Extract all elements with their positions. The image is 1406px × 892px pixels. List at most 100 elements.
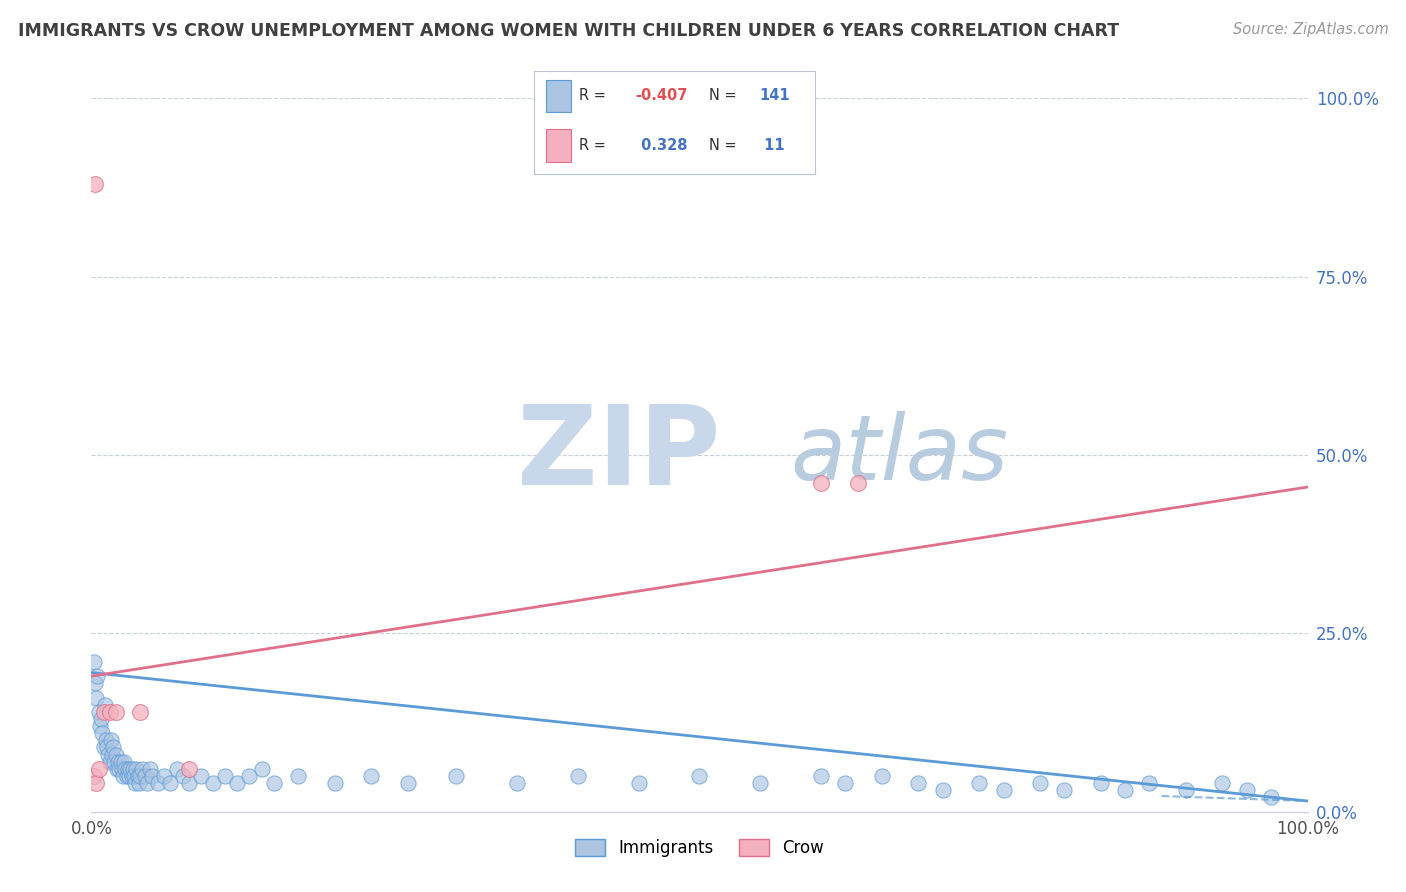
Text: R =: R = xyxy=(579,88,610,103)
Point xyxy=(97,747,120,762)
Point xyxy=(1029,776,1052,790)
Point xyxy=(114,762,136,776)
Point xyxy=(139,762,162,776)
Point xyxy=(87,705,110,719)
Text: 141: 141 xyxy=(759,88,790,103)
Point xyxy=(94,698,117,712)
Point xyxy=(263,776,285,790)
Point xyxy=(287,769,309,783)
Text: N =: N = xyxy=(709,137,741,153)
Point xyxy=(1211,776,1233,790)
Bar xyxy=(546,79,571,112)
Point xyxy=(110,755,132,769)
Point xyxy=(124,776,146,790)
Point xyxy=(627,776,650,790)
Point xyxy=(87,762,110,776)
Point xyxy=(122,769,145,783)
Point xyxy=(100,733,122,747)
Point xyxy=(323,776,346,790)
Point xyxy=(83,655,105,669)
Point xyxy=(118,769,141,783)
Point xyxy=(84,776,107,790)
Point xyxy=(120,762,142,776)
Point xyxy=(117,762,139,776)
Point xyxy=(250,762,273,776)
Point xyxy=(101,747,124,762)
Point xyxy=(172,769,194,783)
Point xyxy=(98,755,121,769)
Point xyxy=(688,769,710,783)
Point xyxy=(105,762,128,776)
Point xyxy=(567,769,589,783)
Point xyxy=(103,755,125,769)
Point xyxy=(1139,776,1161,790)
Point xyxy=(931,783,953,797)
Point xyxy=(1260,790,1282,805)
Text: 11: 11 xyxy=(759,137,785,153)
Point xyxy=(396,776,419,790)
Point xyxy=(238,769,260,783)
Point xyxy=(834,776,856,790)
Point xyxy=(214,769,236,783)
Point xyxy=(202,776,225,790)
Point xyxy=(90,712,112,726)
Point xyxy=(84,690,107,705)
Point xyxy=(107,755,129,769)
Point xyxy=(84,177,107,191)
Point xyxy=(360,769,382,783)
Point xyxy=(1053,783,1076,797)
Point xyxy=(506,776,529,790)
Point xyxy=(121,762,143,776)
Point xyxy=(98,705,121,719)
Point xyxy=(108,762,131,776)
Point xyxy=(111,769,134,783)
Point xyxy=(810,476,832,491)
Point xyxy=(967,776,990,790)
Point xyxy=(177,776,200,790)
Text: -0.407: -0.407 xyxy=(636,88,688,103)
Point xyxy=(91,726,114,740)
Point xyxy=(177,762,200,776)
Text: 0.328: 0.328 xyxy=(636,137,688,153)
Point xyxy=(93,740,115,755)
Point xyxy=(89,719,111,733)
Point xyxy=(84,676,107,690)
Point xyxy=(112,755,135,769)
Point xyxy=(103,740,125,755)
Point xyxy=(846,476,869,491)
Point xyxy=(83,769,105,783)
Text: ZIP: ZIP xyxy=(517,401,720,508)
Point xyxy=(1236,783,1258,797)
Point xyxy=(131,762,153,776)
Point xyxy=(129,769,152,783)
Point xyxy=(1175,783,1198,797)
Point xyxy=(159,776,181,790)
Point xyxy=(104,747,127,762)
Point xyxy=(93,705,115,719)
Point xyxy=(96,740,118,755)
Point xyxy=(141,769,163,783)
Point xyxy=(128,776,150,790)
Point xyxy=(749,776,772,790)
Text: R =: R = xyxy=(579,137,610,153)
Point xyxy=(121,769,143,783)
Point xyxy=(125,762,148,776)
Point xyxy=(166,762,188,776)
Point xyxy=(86,669,108,683)
Point xyxy=(226,776,249,790)
Point xyxy=(94,733,117,747)
Point xyxy=(111,762,134,776)
Point xyxy=(810,769,832,783)
Point xyxy=(190,769,212,783)
Point xyxy=(115,769,138,783)
Point xyxy=(993,783,1015,797)
Point xyxy=(136,776,159,790)
Point xyxy=(907,776,929,790)
Point xyxy=(444,769,467,783)
Text: atlas: atlas xyxy=(790,411,1008,499)
Point xyxy=(870,769,893,783)
Legend: Immigrants, Crow: Immigrants, Crow xyxy=(568,832,831,864)
Point xyxy=(153,769,176,783)
Point xyxy=(127,769,149,783)
Text: IMMIGRANTS VS CROW UNEMPLOYMENT AMONG WOMEN WITH CHILDREN UNDER 6 YEARS CORRELAT: IMMIGRANTS VS CROW UNEMPLOYMENT AMONG WO… xyxy=(18,22,1119,40)
